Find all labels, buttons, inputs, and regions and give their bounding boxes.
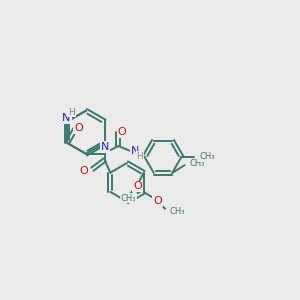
Text: H: H <box>136 152 143 160</box>
Text: CH₃: CH₃ <box>190 159 206 168</box>
Text: CH₃: CH₃ <box>199 152 215 161</box>
Text: CH₃: CH₃ <box>121 194 136 202</box>
Text: H: H <box>69 108 75 117</box>
Text: O: O <box>118 127 127 137</box>
Text: N: N <box>62 112 71 123</box>
Text: O: O <box>74 123 83 133</box>
Text: O: O <box>133 182 142 191</box>
Text: CH₃: CH₃ <box>169 207 184 216</box>
Text: N: N <box>131 146 140 156</box>
Text: N: N <box>100 142 109 152</box>
Text: O: O <box>153 196 162 206</box>
Text: O: O <box>80 166 88 176</box>
